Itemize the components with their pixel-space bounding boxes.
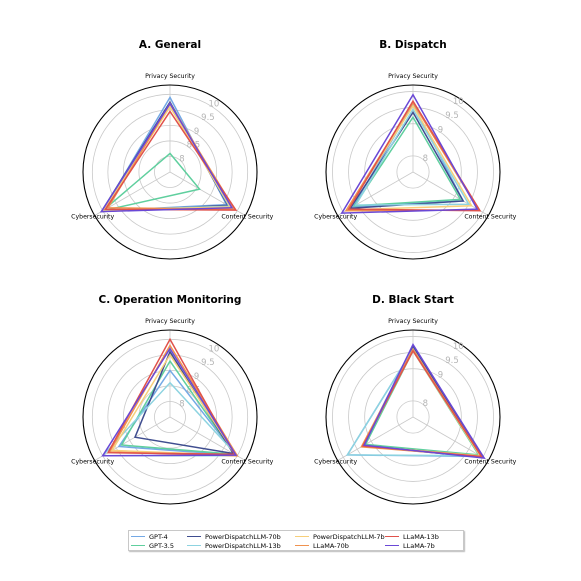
series-powerdispatchllm-7b [346,104,473,211]
r-tick-label: 10 [208,99,219,109]
legend: GPT-4 GPT-3.5 PowerDispatchLLM-70b PowerDis… [128,530,464,551]
axis-label: Cybersecurity [314,459,357,466]
legend-item: LLaMA-70b [295,541,385,550]
series-llama-13b [106,337,236,456]
panel-title: C. Operation Monitoring [99,294,242,306]
legend-label: LLaMA-13b [403,532,439,541]
grid-spoke [412,171,489,216]
panel-title: B. Dispatch [379,39,447,51]
grid-spoke [412,416,489,461]
legend-label: PowerDispatchLLM-70b [205,532,281,541]
legend-item: LLaMA-13b [385,532,465,541]
legend-swatch [187,545,201,546]
legend-swatch [187,536,201,537]
legend-item: GPT-4 [131,532,187,541]
legend-swatch [295,536,309,537]
series-llama-7b [100,102,234,213]
r-tick-label: 10 [453,342,464,352]
radar-panel-2: B. Dispatch 8 99.5 10 Privacy Security Conten… [314,39,517,260]
legend-swatch [131,536,145,537]
r-tick-label: 10 [453,97,464,107]
axis-label: Cybersecurity [314,214,357,221]
radar-panel-3: C. Operation Monitoring88.599.510Privacy… [71,294,274,505]
legend-swatch [131,545,145,546]
r-tick-label: 9 [438,125,443,135]
legend-swatch [385,545,399,546]
series-llama-7b [363,342,486,460]
legend-swatch [385,536,399,537]
series-gpt-3-5 [352,115,462,207]
r-tick-label: 9 [194,127,199,137]
radar-panel-4: D. Black Start 8 99.5 10 Privacy Security Con… [314,294,517,505]
r-tick-label: 9.5 [201,113,215,123]
r-tick-label: 8 [179,399,184,409]
axis-label: Privacy Security [145,318,195,325]
legend-label: LLaMA-7b [403,541,435,550]
r-tick-label: 8 [423,399,428,409]
r-tick-label: 8 [179,154,184,164]
series-llama-7b [340,93,479,214]
series-gpt-3-5 [120,359,237,456]
panel-title: A. General [139,39,201,51]
series-llama-70b [106,102,236,211]
r-tick-label: 9.5 [201,358,215,368]
outer-frame [325,84,501,260]
legend-label: PowerDispatchLLM-7b [313,532,385,541]
axis-label: Content Security [221,459,273,466]
legend-item: GPT-3.5 [131,541,187,550]
axis-label: Cybersecurity [71,214,114,221]
legend-label: GPT-4 [149,532,168,541]
r-tick-label: 9 [438,370,443,380]
series-llama-7b [101,347,238,457]
legend-item: LLaMA-7b [385,541,465,550]
axis-label: Content Security [464,459,516,466]
legend-item: PowerDispatchLLM-70b [187,532,295,541]
r-tick-label: 9 [194,372,199,382]
legend-label: GPT-3.5 [149,541,175,550]
r-tick-label: 9.5 [445,356,459,366]
grid-spoke [337,416,414,461]
panel-title: D. Black Start [372,294,454,306]
outer-frame [325,329,501,505]
r-tick-label: 10 [208,344,219,354]
axis-label: Content Security [464,214,516,221]
outer-frame [82,329,258,505]
legend-item: PowerDispatchLLM-13b [187,541,295,550]
series-gpt-4 [117,369,238,456]
r-tick-label: 8 [423,154,428,164]
series-powerdispatchllm-7b [110,353,238,456]
outer-frame [82,84,258,260]
axis-label: Privacy Security [388,73,438,80]
legend-item: PowerDispatchLLM-7b [295,532,385,541]
axis-label: Cybersecurity [71,459,114,466]
series-gpt-3-5 [102,152,201,212]
axis-label: Content Security [221,214,273,221]
legend-label: PowerDispatchLLM-13b [205,541,281,550]
series-powerdispatchllm-13b [354,107,471,206]
axis-label: Privacy Security [145,73,195,80]
legend-swatch [295,545,309,546]
axis-label: Privacy Security [388,318,438,325]
r-tick-label: 9.5 [445,111,459,121]
legend-label: LLaMA-70b [313,541,349,550]
